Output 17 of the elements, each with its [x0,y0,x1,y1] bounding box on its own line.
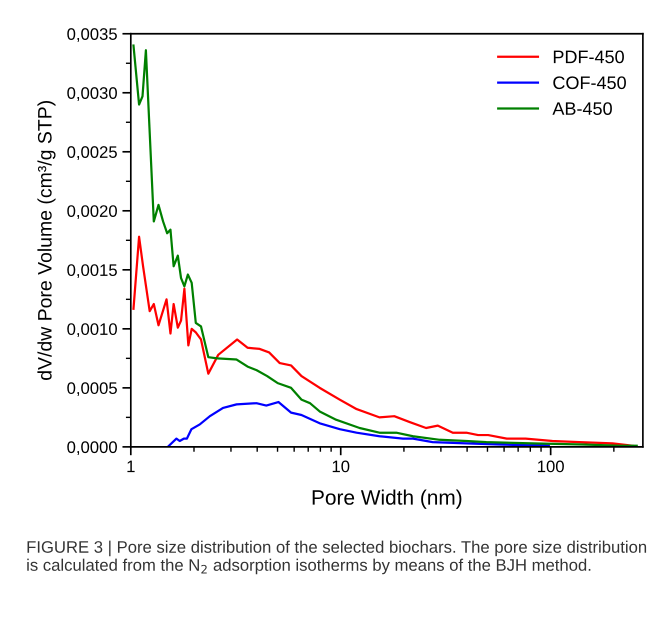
legend-label: PDF-450 [554,50,624,64]
y-tick-label: 0,0030 [67,87,117,101]
legend-label: AB-450 [552,102,612,115]
y-tick-label: 0,0000 [67,441,117,456]
y-tick-label: 0,0005 [67,382,117,396]
x-tick-label: 10 [332,460,350,472]
x-tick-label: 100 [538,460,564,472]
y-tick-label: 0,0035 [67,28,117,42]
caption: FIGURE 3 | Pore size distribution of the selected biochars. The pore size distribution is calculated from the N$_{2}$ adsorption isotherms by means of the BJH method. [27,540,646,574]
y-tick-label: 0,0010 [67,323,117,338]
legend-label: COF-450 [553,76,626,90]
x-axis-title: Pore Width (nm) [312,489,462,509]
y-tick-label: 0,0025 [67,146,117,160]
y-axis-title: dV/dw Pore Volume (cm³/g STP) [37,101,56,380]
y-tick-label: 0,0020 [67,205,117,219]
x-tick-label: 1 [127,460,135,472]
y-tick-label: 0,0015 [67,264,117,278]
